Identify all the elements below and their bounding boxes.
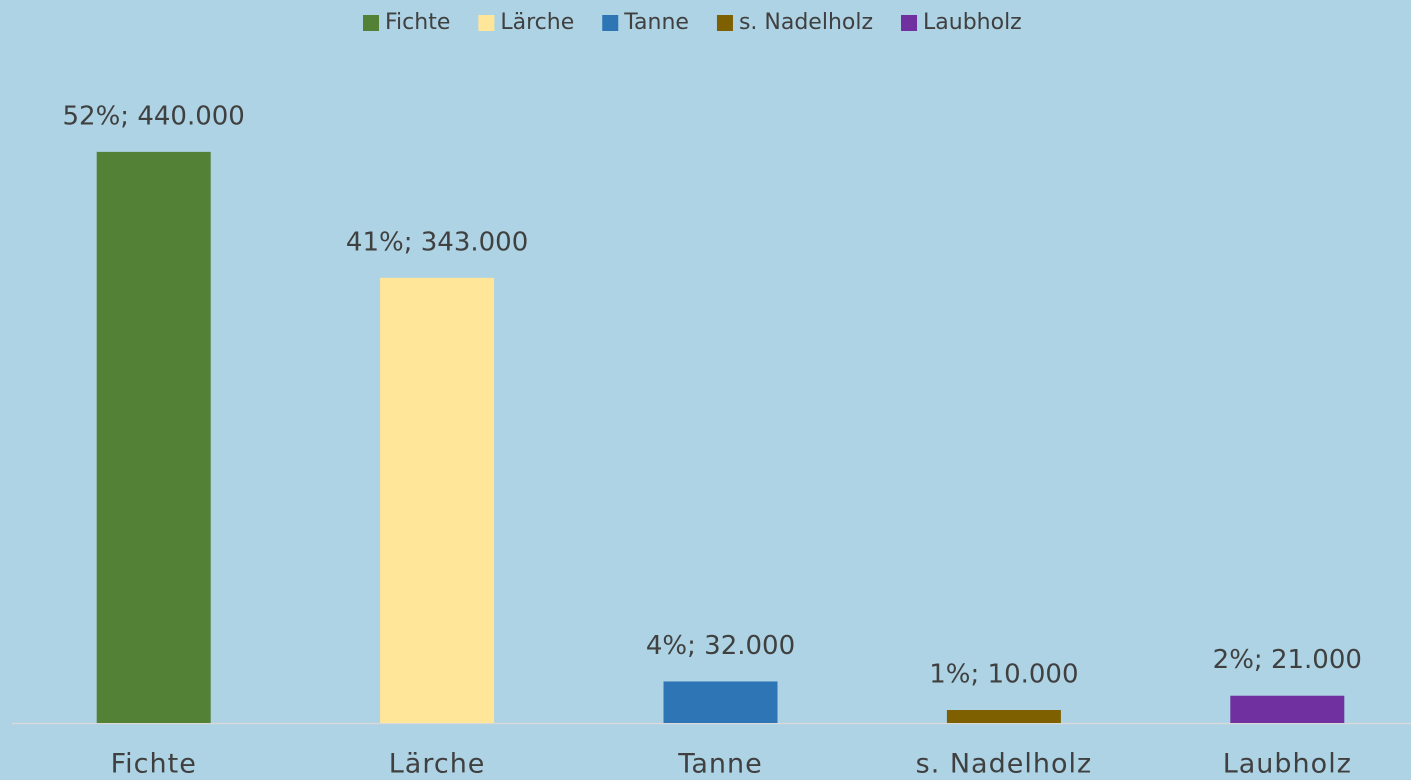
legend-swatch [716,15,733,31]
legend-swatch [363,15,379,31]
bar [946,710,1061,723]
bar [663,681,778,723]
legend-label: Laubholz [923,10,1022,35]
bar [1230,695,1345,723]
legend-swatch [602,15,619,31]
legend-swatch [901,15,918,31]
legend-label: s. Nadelholz [739,10,873,35]
x-tick-label: Lärche [389,749,486,780]
legend-label: Fichte [385,10,450,35]
data-label: 1%; 10.000 [929,660,1078,690]
data-label: 2%; 21.000 [1213,645,1362,675]
legend-label: Lärche [500,10,574,35]
data-label: 4%; 32.000 [646,631,795,661]
data-label: 41%; 343.000 [346,227,528,257]
legend-swatch [478,15,495,31]
x-tick-label: Tanne [677,749,762,780]
data-label: 52%; 440.000 [63,101,245,131]
x-tick-label: Fichte [111,749,197,780]
legend-label: Tanne [623,10,689,35]
bar [380,277,495,723]
bar [96,151,211,723]
x-tick-label: Laubholz [1223,749,1352,780]
x-tick-label: s. Nadelholz [916,749,1093,780]
